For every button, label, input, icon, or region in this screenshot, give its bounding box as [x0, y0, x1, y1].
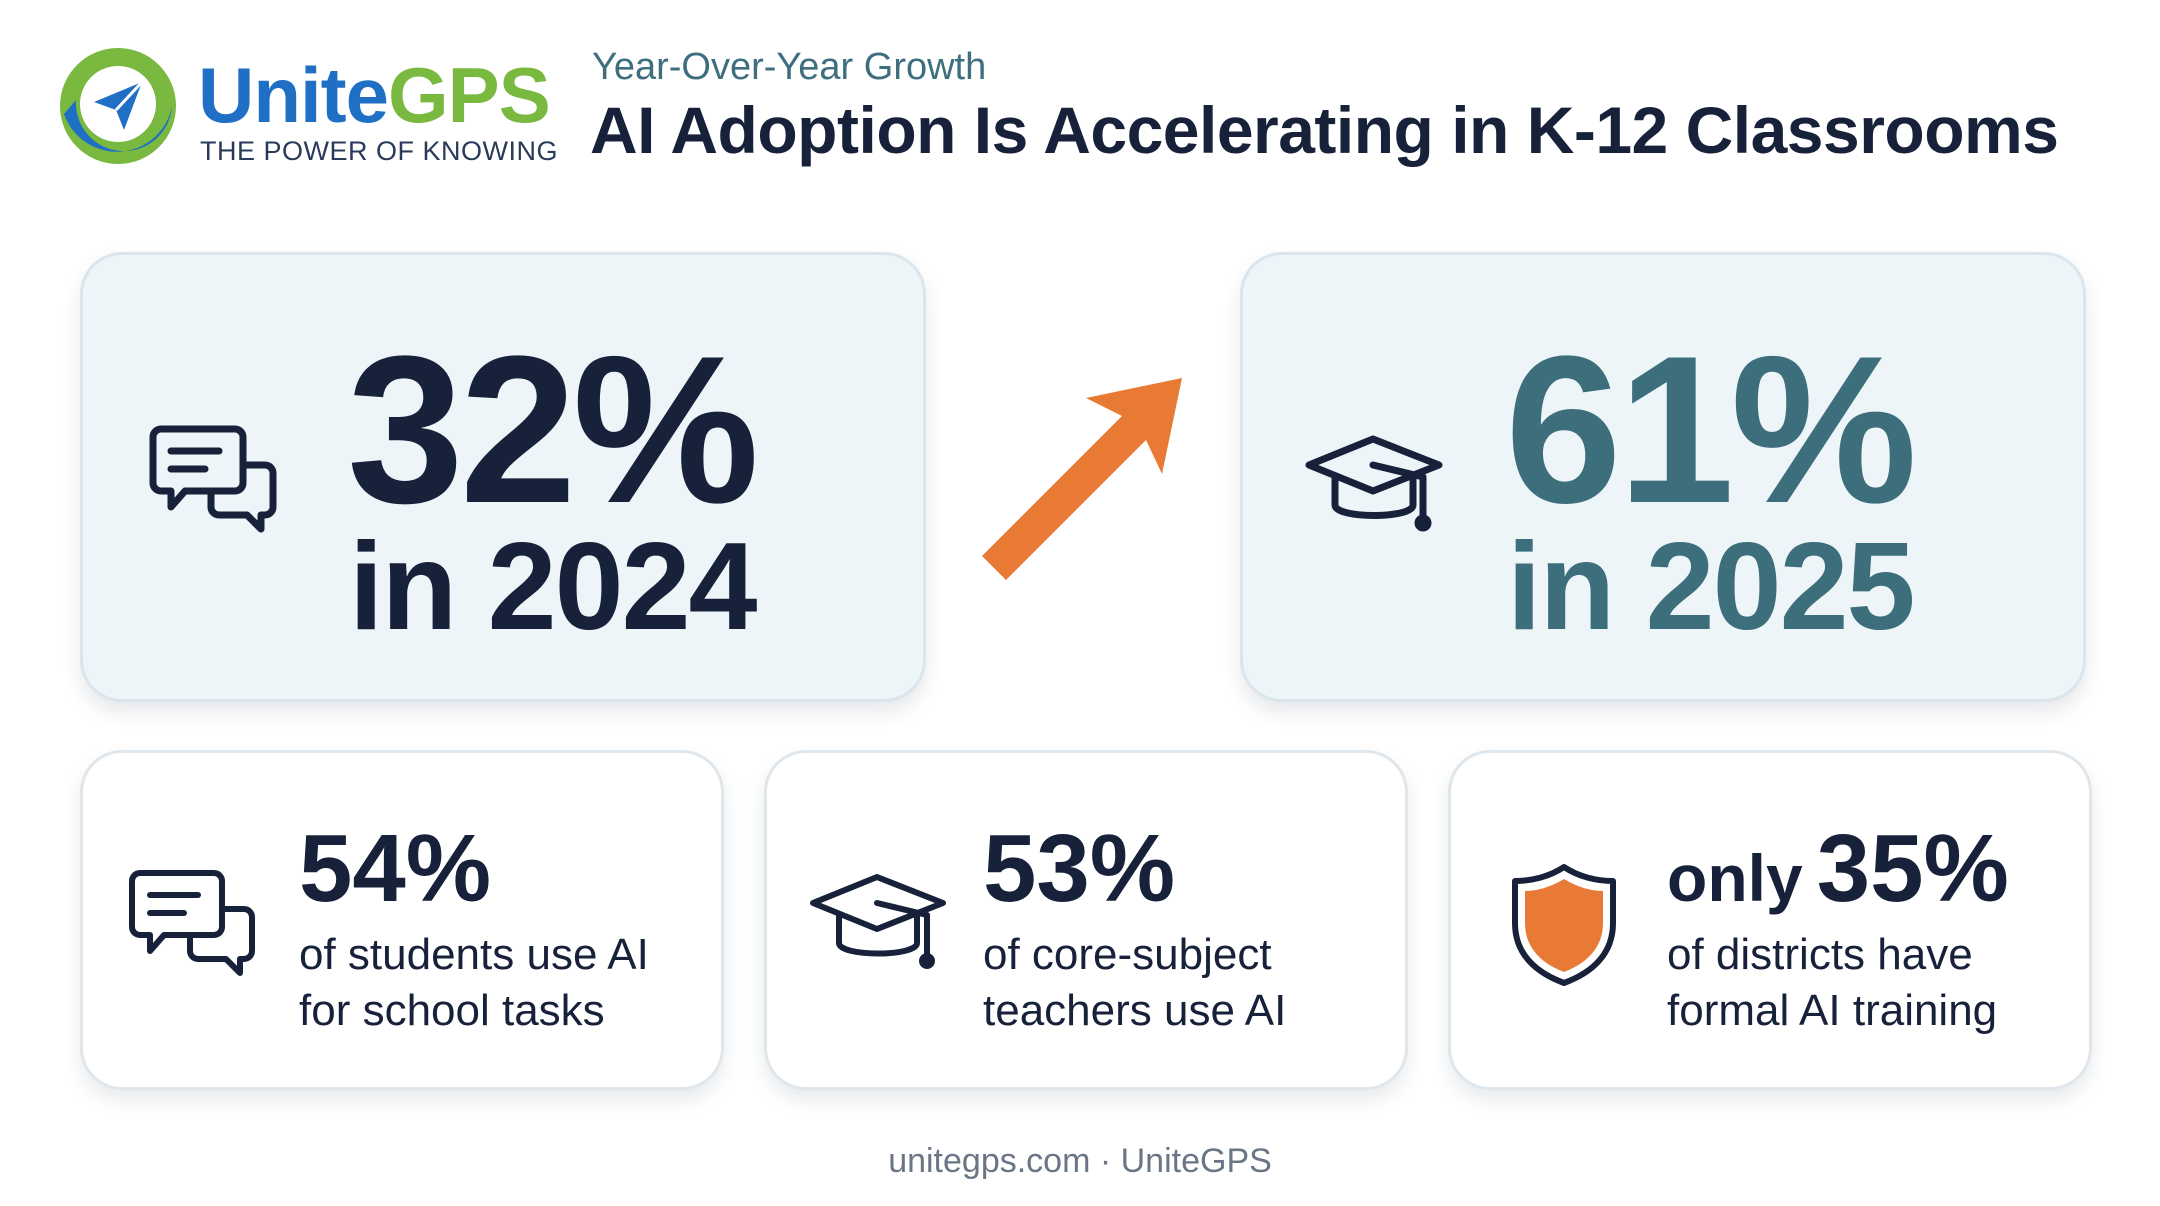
up-right-arrow-icon	[982, 378, 1182, 580]
stat-card-2024: 32% in 2024	[80, 252, 926, 702]
stat-card-teachers: 53% of core-subject teachers use AI	[764, 750, 1408, 1090]
graduation-cap-icon	[810, 874, 946, 969]
brand-tagline: THE POWER OF KNOWING	[200, 136, 558, 166]
stat-card-2025: 61% in 2025	[1240, 252, 2086, 702]
navigation-arrow-icon	[60, 48, 176, 164]
brand-name: UniteGPS	[198, 51, 551, 139]
stat-card-districts: only 35% of districts have formal AI trai…	[1448, 750, 2092, 1090]
stat-prefix: only	[1667, 841, 1803, 915]
chat-bubbles-icon	[129, 870, 255, 976]
stat-value-2024: 32%	[347, 312, 759, 547]
stat-value-2025: 61%	[1505, 312, 1917, 547]
stat-value: only 35%	[1667, 815, 2009, 922]
chat-bubbles-icon	[149, 425, 277, 533]
shield-icon	[1512, 864, 1616, 986]
stat-year-2025: in 2025	[1507, 518, 1915, 656]
stat-value: 53%	[983, 815, 1176, 922]
footer-credit: unitegps.com · UniteGPS	[888, 1142, 1272, 1180]
page-subtitle: Year-Over-Year Growth	[592, 46, 987, 88]
page-title: AI Adoption Is Accelerating in K-12 Clas…	[590, 93, 2059, 167]
stat-description: of core-subject teachers use AI	[983, 930, 1287, 1035]
stat-year-2024: in 2024	[349, 518, 757, 656]
stat-description: of students use AI for school tasks	[299, 930, 649, 1035]
stat-value: 54%	[299, 815, 492, 922]
graduation-cap-icon	[1305, 435, 1443, 532]
stat-description: of districts have formal AI training	[1667, 930, 1998, 1035]
stat-card-students: 54% of students use AI for school tasks	[80, 750, 724, 1090]
brand-logo: UniteGPS THE POWER OF KNOWING	[56, 44, 558, 174]
